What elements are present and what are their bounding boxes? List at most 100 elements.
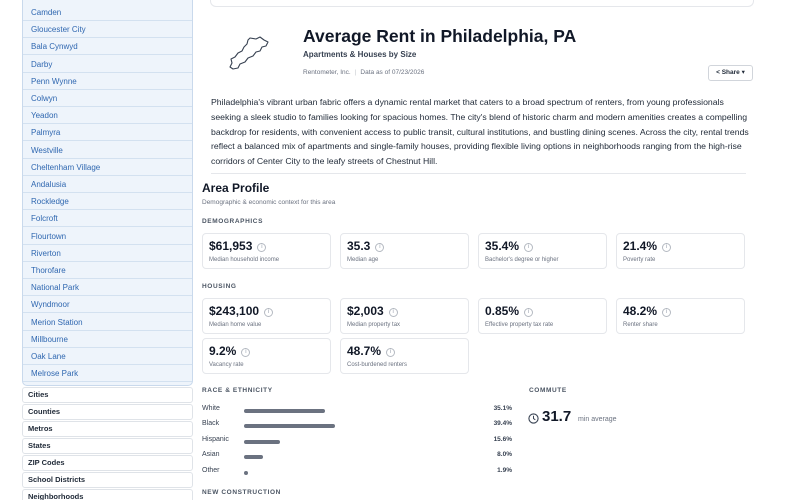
stat-value: 0.85% — [485, 304, 520, 318]
info-icon[interactable]: i — [662, 243, 672, 252]
nearby-place-link[interactable]: Wyndmoor — [23, 296, 192, 314]
race-heading: RACE & ETHNICITY — [202, 387, 273, 394]
section-divider — [211, 173, 746, 174]
share-label: Share — [721, 69, 740, 76]
nearby-place-link[interactable]: Penn Wynne — [23, 73, 192, 90]
nearby-place-link[interactable]: Flourtown — [23, 228, 192, 245]
race-percent: 39.4% — [493, 420, 512, 428]
race-row: Asian 8.0% — [202, 451, 512, 463]
commute-value: 31.7 — [542, 408, 572, 425]
race-row: Black 39.4% — [202, 420, 512, 432]
sidebar-category-states[interactable]: States — [22, 438, 193, 454]
philadelphia-outline-icon — [229, 36, 269, 70]
nearby-place-link[interactable]: Andalusia — [23, 176, 192, 193]
sidebar-category-neighborhoods[interactable]: Neighborhoods — [22, 489, 193, 500]
top-card-edge — [210, 0, 754, 7]
sidebar: Camden Gloucester City Bala Cynwyd Darby Pen… — [22, 0, 193, 500]
stat-value: 21.4% — [623, 239, 658, 253]
info-icon[interactable]: i — [662, 308, 672, 317]
stat-label: Vacancy rate — [209, 362, 244, 368]
info-icon[interactable]: i — [388, 308, 398, 317]
nearby-place-link[interactable]: Colwyn — [23, 90, 192, 107]
stat-value: $243,100 — [209, 304, 260, 318]
sidebar-category-metros[interactable]: Metros — [22, 421, 193, 437]
stat-value-row: 9.2% i — [209, 344, 251, 358]
stat-value-row: 0.85% i — [485, 304, 534, 318]
sidebar-category-school-districts[interactable]: School Districts — [22, 472, 193, 488]
nearby-place-link[interactable]: Bala Cynwyd — [23, 38, 192, 56]
nearby-place-link[interactable]: National Park — [23, 279, 192, 297]
race-name: Other — [202, 466, 220, 474]
info-icon[interactable]: i — [241, 348, 251, 357]
stat-label: Cost-burdened renters — [347, 362, 408, 368]
race-row: Hispanic 15.6% — [202, 436, 512, 448]
nearby-place-link[interactable]: Merion Station — [23, 314, 192, 331]
nearby-place-link[interactable]: Cheltenham Village — [23, 159, 192, 176]
nearby-place-link[interactable]: Oak Lane — [23, 348, 192, 365]
source-text: Rentometer, Inc. — [303, 69, 351, 76]
race-percent: 15.6% — [493, 435, 512, 443]
housing-heading: HOUSING — [202, 283, 237, 290]
stat-label: Bachelor's degree or higher — [485, 257, 559, 263]
stat-value: 35.4% — [485, 239, 520, 253]
sidebar-category-zip-codes[interactable]: ZIP Codes — [22, 455, 193, 471]
race-percent: 8.0% — [497, 451, 512, 459]
nearby-places-list: Camden Gloucester City Bala Cynwyd Darby Pen… — [22, 0, 193, 386]
race-bar — [244, 470, 249, 475]
info-icon[interactable]: i — [524, 243, 534, 252]
race-row: Other 1.9% — [202, 467, 512, 479]
nearby-place-link[interactable]: Westville — [23, 142, 192, 159]
stat-card: 48.2% i Renter share — [616, 298, 745, 334]
nearby-place-link[interactable]: Camden — [23, 4, 192, 21]
share-icon: < — [716, 69, 720, 76]
sidebar-category-counties[interactable]: Counties — [22, 404, 193, 420]
page-subtitle: Apartments & Houses by Size — [303, 50, 417, 59]
stat-label: Poverty rate — [623, 257, 656, 263]
page-title: Average Rent in Philadelphia, PA — [303, 26, 577, 46]
intro-paragraph: Philadelphia's vibrant urban fabric offe… — [211, 97, 749, 167]
stat-value-row: 35.4% i — [485, 239, 534, 253]
race-bar — [244, 424, 336, 429]
info-icon[interactable]: i — [257, 243, 267, 252]
area-profile-subtitle: Demographic & economic context for this … — [202, 199, 336, 206]
info-icon[interactable]: i — [386, 348, 396, 357]
nearby-place-link[interactable]: Rockledge — [23, 193, 192, 211]
nearby-place-link[interactable]: Palmyra — [23, 124, 192, 142]
nearby-place-link[interactable]: Folcroft — [23, 210, 192, 228]
stat-value: $61,953 — [209, 239, 253, 253]
race-bar — [244, 455, 263, 460]
clock-icon — [528, 413, 539, 424]
nearby-place-link[interactable]: Riverton — [23, 245, 192, 262]
race-percent: 1.9% — [497, 466, 512, 474]
info-icon[interactable]: i — [264, 308, 274, 317]
area-profile-title: Area Profile — [202, 181, 270, 195]
data-date: Data as of 07/23/2026 — [360, 69, 425, 76]
race-bar — [244, 439, 281, 444]
stat-value-row: $243,100 i — [209, 304, 274, 318]
stat-value-row: 48.7% i — [347, 344, 396, 358]
race-bar — [244, 409, 326, 413]
info-icon[interactable]: i — [375, 243, 385, 252]
nearby-place-link[interactable]: Darby — [23, 56, 192, 73]
stat-label: Median age — [347, 257, 379, 263]
stat-card: $243,100 i Median home value — [202, 298, 331, 334]
stat-card: $61,953 i Median household income — [202, 233, 331, 269]
stat-card: 35.3 i Median age — [340, 233, 469, 269]
share-button[interactable]: < Share ▾ — [708, 65, 753, 81]
demographics-heading: DEMOGRAPHICS — [202, 218, 264, 225]
stat-label: Median household income — [209, 257, 280, 263]
nearby-place-link[interactable]: Millbourne — [23, 331, 192, 348]
stat-value: 9.2% — [209, 344, 237, 358]
race-name: White — [202, 405, 220, 412]
stat-value: $2,003 — [347, 304, 384, 318]
sidebar-category-cities[interactable]: Cities — [22, 387, 193, 403]
race-name: Asian — [202, 451, 220, 459]
chevron-down-icon: ▾ — [741, 69, 745, 76]
info-icon[interactable]: i — [524, 308, 534, 317]
nearby-place-link[interactable]: Gloucester City — [23, 21, 192, 39]
nearby-place-link[interactable]: Thorofare — [23, 262, 192, 279]
stat-card: 48.7% i Cost-burdened renters — [340, 338, 469, 374]
nearby-place-link[interactable]: Melrose Park — [23, 365, 192, 383]
nearby-place-link[interactable]: Yeadon — [23, 107, 192, 125]
new-construction-heading: NEW CONSTRUCTION — [202, 489, 281, 496]
